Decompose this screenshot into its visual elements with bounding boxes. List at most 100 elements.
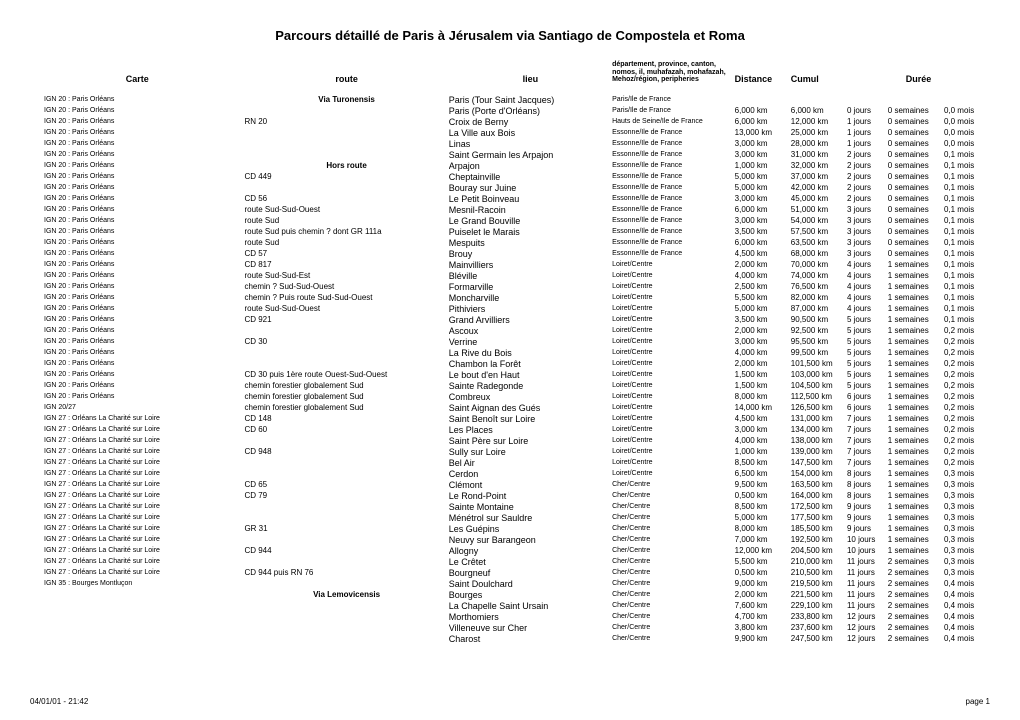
cell-cumul: 221,500 km <box>791 589 847 600</box>
table-row: IGN 27 : Orléans La Charité sur LoireCD … <box>30 424 990 435</box>
page-footer: 04/01/01 - 21:42 page 1 <box>30 697 990 706</box>
cell-mois: 0,4 mois <box>944 622 990 633</box>
cell-dist: 2,000 km <box>735 358 791 369</box>
table-row: IGN 20 : Paris OrléansChambon la ForêtLo… <box>30 358 990 369</box>
cell-dist: 2,000 km <box>735 325 791 336</box>
cell-carte: IGN 20 : Paris Orléans <box>30 391 244 402</box>
cell-lieu: Morthomiers <box>449 611 612 622</box>
cell-dept: Loiret/Centre <box>612 347 735 358</box>
cell-dist: 1,500 km <box>735 369 791 380</box>
cell-jours: 6 jours <box>847 402 888 413</box>
cell-mois: 0,3 mois <box>944 523 990 534</box>
cell-carte: IGN 20 : Paris Orléans <box>30 259 244 270</box>
cell-carte: IGN 20 : Paris Orléans <box>30 171 244 182</box>
cell-dept: Loiret/Centre <box>612 457 735 468</box>
cell-mois: 0,0 mois <box>944 116 990 127</box>
cell-jours <box>847 94 888 105</box>
cell-sem: 1 semaines <box>888 292 944 303</box>
cell-cumul: 126,500 km <box>791 402 847 413</box>
cell-mois: 0,3 mois <box>944 534 990 545</box>
cell-lieu: Les Guépins <box>449 523 612 534</box>
cell-route <box>244 512 448 523</box>
cell-mois: 0,1 mois <box>944 215 990 226</box>
cell-dist: 3,000 km <box>735 215 791 226</box>
cell-sem: 2 semaines <box>888 622 944 633</box>
cell-sem: 1 semaines <box>888 501 944 512</box>
cell-sem: 1 semaines <box>888 336 944 347</box>
cell-mois: 0,1 mois <box>944 171 990 182</box>
footer-date: 04/01/01 - 21:42 <box>30 697 88 706</box>
cell-sem: 0 semaines <box>888 138 944 149</box>
cell-route <box>244 633 448 644</box>
cell-carte: IGN 20 : Paris Orléans <box>30 138 244 149</box>
table-row: IGN 27 : Orléans La Charité sur LoireMén… <box>30 512 990 523</box>
cell-lieu: Les Places <box>449 424 612 435</box>
cell-sem: 1 semaines <box>888 347 944 358</box>
cell-cumul: 63,500 km <box>791 237 847 248</box>
cell-dept: Loiret/Centre <box>612 336 735 347</box>
cell-sem: 0 semaines <box>888 193 944 204</box>
cell-jours: 5 jours <box>847 369 888 380</box>
cell-carte: IGN 27 : Orléans La Charité sur Loire <box>30 545 244 556</box>
cell-jours: 7 jours <box>847 446 888 457</box>
cell-route <box>244 127 448 138</box>
cell-dist: 4,000 km <box>735 270 791 281</box>
cell-sem: 1 semaines <box>888 490 944 501</box>
cell-route: chemin ? Sud-Sud-Ouest <box>244 281 448 292</box>
cell-sem: 1 semaines <box>888 523 944 534</box>
cell-carte: IGN 20 : Paris Orléans <box>30 292 244 303</box>
table-row: IGN 35 : Bourges MontluçonSaint Doulchar… <box>30 578 990 589</box>
cell-mois: 0,0 mois <box>944 138 990 149</box>
table-row: CharostCher/Centre9,900 km247,500 km12 j… <box>30 633 990 644</box>
cell-jours: 5 jours <box>847 347 888 358</box>
cell-route: CD 944 <box>244 545 448 556</box>
cell-cumul: 25,000 km <box>791 127 847 138</box>
table-row: IGN 20 : Paris OrléansCD 56Le Petit Boin… <box>30 193 990 204</box>
cell-dept: Loiret/Centre <box>612 292 735 303</box>
cell-carte: IGN 20 : Paris Orléans <box>30 270 244 281</box>
cell-cumul: 210,000 km <box>791 556 847 567</box>
cell-dept: Cher/Centre <box>612 567 735 578</box>
cell-cumul: 68,000 km <box>791 248 847 259</box>
cell-jours: 3 jours <box>847 226 888 237</box>
cell-lieu: Brouy <box>449 248 612 259</box>
cell-mois: 0,1 mois <box>944 193 990 204</box>
table-row: IGN 20 : Paris Orléanschemin forestier g… <box>30 380 990 391</box>
table-row: IGN 20 : Paris OrléansVia TuronensisPari… <box>30 94 990 105</box>
cell-jours: 4 jours <box>847 292 888 303</box>
table-row: IGN 20 : Paris Orléansroute Sud-Sud-Oues… <box>30 204 990 215</box>
cell-carte: IGN 27 : Orléans La Charité sur Loire <box>30 424 244 435</box>
table-row: IGN 27 : Orléans La Charité sur LoireGR … <box>30 523 990 534</box>
cell-route: Via Turonensis <box>244 94 448 105</box>
cell-dept: Cher/Centre <box>612 545 735 556</box>
cell-carte: IGN 27 : Orléans La Charité sur Loire <box>30 523 244 534</box>
cell-jours: 2 jours <box>847 193 888 204</box>
cell-dist: 4,500 km <box>735 413 791 424</box>
cell-jours: 10 jours <box>847 534 888 545</box>
cell-dist: 7,600 km <box>735 600 791 611</box>
cell-dist: 5,000 km <box>735 303 791 314</box>
cell-dept: Loiret/Centre <box>612 402 735 413</box>
cell-sem: 2 semaines <box>888 578 944 589</box>
cell-sem: 0 semaines <box>888 237 944 248</box>
table-row: IGN 20 : Paris OrléansCD 921Grand Arvill… <box>30 314 990 325</box>
cell-dist: 4,500 km <box>735 248 791 259</box>
table-row: IGN 27 : Orléans La Charité sur LoireNeu… <box>30 534 990 545</box>
cell-mois: 0,2 mois <box>944 391 990 402</box>
cell-sem: 1 semaines <box>888 457 944 468</box>
table-row: IGN 20 : Paris OrléansCD 449Cheptainvill… <box>30 171 990 182</box>
cell-lieu: Le Crêtet <box>449 556 612 567</box>
cell-sem: 0 semaines <box>888 182 944 193</box>
table-row: IGN 20 : Paris OrléansSaint Germain les … <box>30 149 990 160</box>
cell-dist: 8,500 km <box>735 457 791 468</box>
cell-carte: IGN 20 : Paris Orléans <box>30 314 244 325</box>
cell-sem: 1 semaines <box>888 259 944 270</box>
cell-sem: 1 semaines <box>888 479 944 490</box>
cell-lieu: Sainte Radegonde <box>449 380 612 391</box>
cell-lieu: Bléville <box>449 270 612 281</box>
cell-carte: IGN 20 : Paris Orléans <box>30 347 244 358</box>
cell-dept: Loiret/Centre <box>612 303 735 314</box>
cell-sem: 1 semaines <box>888 446 944 457</box>
cell-route: chemin forestier globalement Sud <box>244 402 448 413</box>
table-row: IGN 20 : Paris OrléansCD 30VerrineLoiret… <box>30 336 990 347</box>
